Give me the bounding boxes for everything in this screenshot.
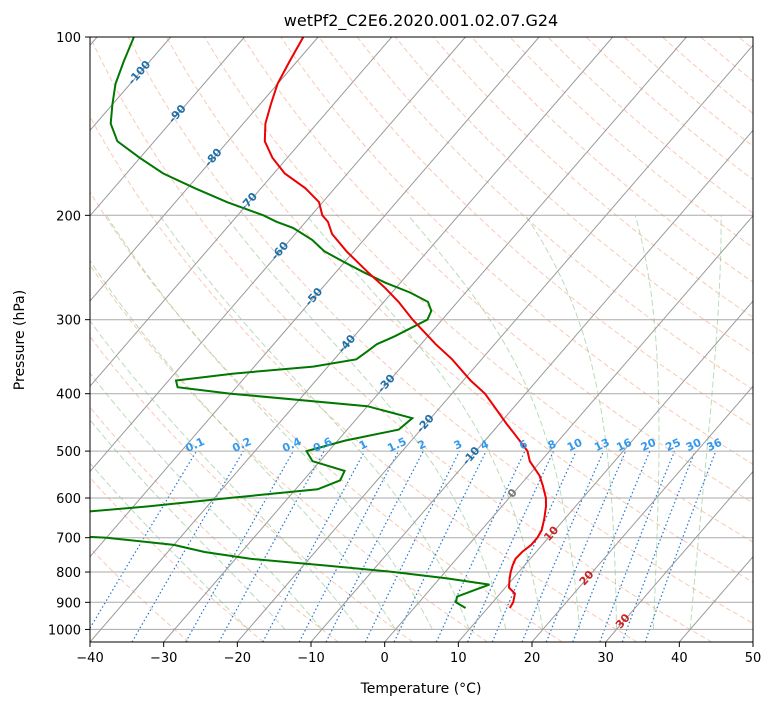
y-tick-label: 600 bbox=[56, 492, 81, 507]
x-tick-label: 40 bbox=[671, 651, 688, 666]
x-tick-label: −20 bbox=[224, 651, 251, 666]
y-tick-label: 100 bbox=[56, 31, 81, 46]
y-tick-label: 500 bbox=[56, 445, 81, 460]
y-axis-label: Pressure (hPa) bbox=[12, 290, 28, 390]
y-tick-label: 800 bbox=[56, 566, 81, 581]
y-tick-label: 900 bbox=[56, 596, 81, 611]
x-tick-label: 0 bbox=[381, 651, 389, 666]
y-tick-label: 200 bbox=[56, 209, 81, 224]
x-tick-label: 10 bbox=[450, 651, 467, 666]
x-axis-label: Temperature (°C) bbox=[360, 681, 482, 697]
chart-title: wetPf2_C2E6.2020.001.02.07.G24 bbox=[284, 11, 558, 31]
x-tick-label: 30 bbox=[597, 651, 614, 666]
x-tick-label: −30 bbox=[150, 651, 177, 666]
y-tick-label: 700 bbox=[56, 532, 81, 547]
x-tick-label: 20 bbox=[524, 651, 541, 666]
x-tick-label: −40 bbox=[76, 651, 103, 666]
y-tick-label: 300 bbox=[56, 314, 81, 329]
x-tick-label: 50 bbox=[745, 651, 762, 666]
y-tick-label: 400 bbox=[56, 388, 81, 403]
x-tick-label: −10 bbox=[297, 651, 324, 666]
y-tick-label: 1000 bbox=[48, 623, 81, 638]
